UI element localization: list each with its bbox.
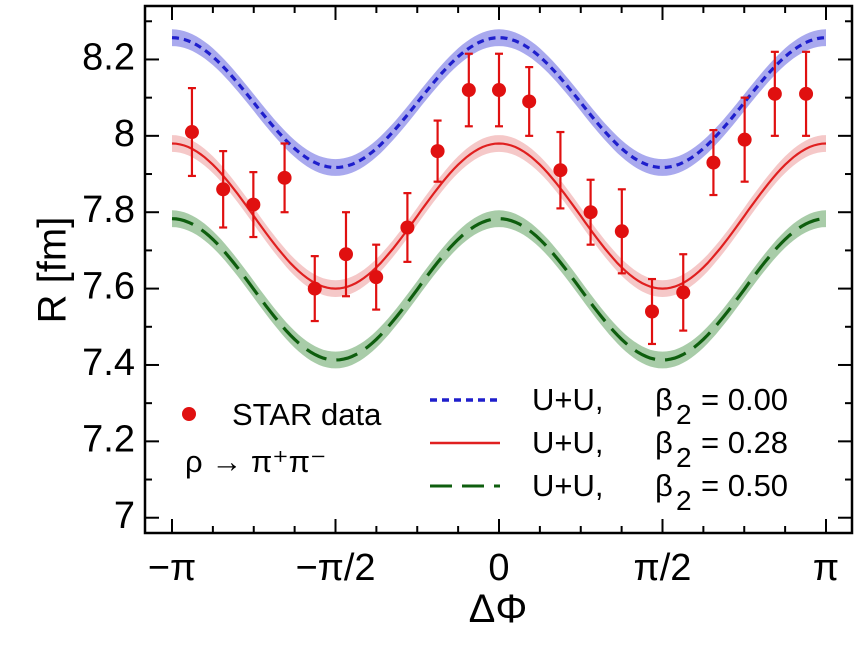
legend-label-star: STAR data (232, 397, 382, 432)
legend-value-000: = 0.00 (701, 382, 788, 417)
legend-beta-sub-028: 2 (676, 442, 692, 473)
data-point (706, 155, 721, 170)
legend-label-reaction: ρ → π⁺π⁻ (185, 444, 326, 479)
data-point (522, 94, 537, 109)
legend-value-028: = 0.28 (701, 425, 788, 460)
data-point (369, 270, 384, 285)
y-axis-title: R [fm] (31, 217, 75, 324)
legend-beta-sub-000: 2 (676, 399, 692, 430)
data-point (492, 83, 506, 98)
x-tick-label: −π (148, 547, 196, 589)
data-point (737, 132, 752, 147)
legend-beta-000: β (655, 382, 673, 417)
y-tick-label: 7 (114, 495, 135, 537)
y-tick-label: 7.2 (82, 418, 135, 460)
y-tick-label: 7.6 (82, 266, 135, 308)
legend-system-000: U+U, (532, 382, 604, 417)
data-point (216, 182, 231, 197)
legend-beta-050: β (655, 468, 673, 503)
data-point (246, 197, 261, 212)
data-point (676, 285, 691, 300)
data-point (461, 83, 476, 98)
model-curves (171, 36, 827, 362)
legend-marker-star (182, 407, 196, 421)
data-point (400, 220, 415, 235)
line-series-1 (171, 142, 827, 290)
y-tick-label: 7.8 (82, 189, 135, 231)
data-point (799, 86, 814, 101)
data-point (307, 281, 322, 296)
legend: STAR data ρ → π⁺π⁻ U+U, β 2 = 0.00 U+U, … (182, 382, 788, 516)
data-point (767, 86, 782, 101)
data-point (430, 144, 445, 159)
x-tick-label: −π/2 (295, 547, 375, 589)
data-points (184, 50, 814, 346)
line-series-0 (171, 36, 827, 170)
x-tick-label: 0 (488, 547, 509, 589)
legend-system-050: U+U, (532, 468, 604, 503)
x-tick-label: π (813, 547, 839, 589)
data-point (553, 163, 568, 178)
data-point (645, 304, 660, 319)
x-axis-title: ΔΦ (469, 587, 528, 631)
line-series-2 (171, 217, 827, 362)
data-point (583, 205, 598, 220)
y-tick-label: 7.4 (82, 342, 135, 384)
y-tick-label: 8.2 (82, 36, 135, 78)
data-point (614, 224, 629, 239)
axis-ticks: 7 7.2 7.4 7.6 7.8 8 8.2 −π −π/2 0 π/2 π (82, 6, 852, 589)
legend-system-028: U+U, (532, 425, 604, 460)
y-tick-label: 8 (114, 113, 135, 155)
legend-beta-028: β (655, 425, 673, 460)
x-tick-label: π/2 (634, 547, 692, 589)
legend-beta-sub-050: 2 (676, 485, 692, 516)
data-point (277, 170, 292, 185)
data-point (184, 125, 199, 140)
data-point (338, 247, 353, 262)
legend-value-050: = 0.50 (701, 468, 788, 503)
